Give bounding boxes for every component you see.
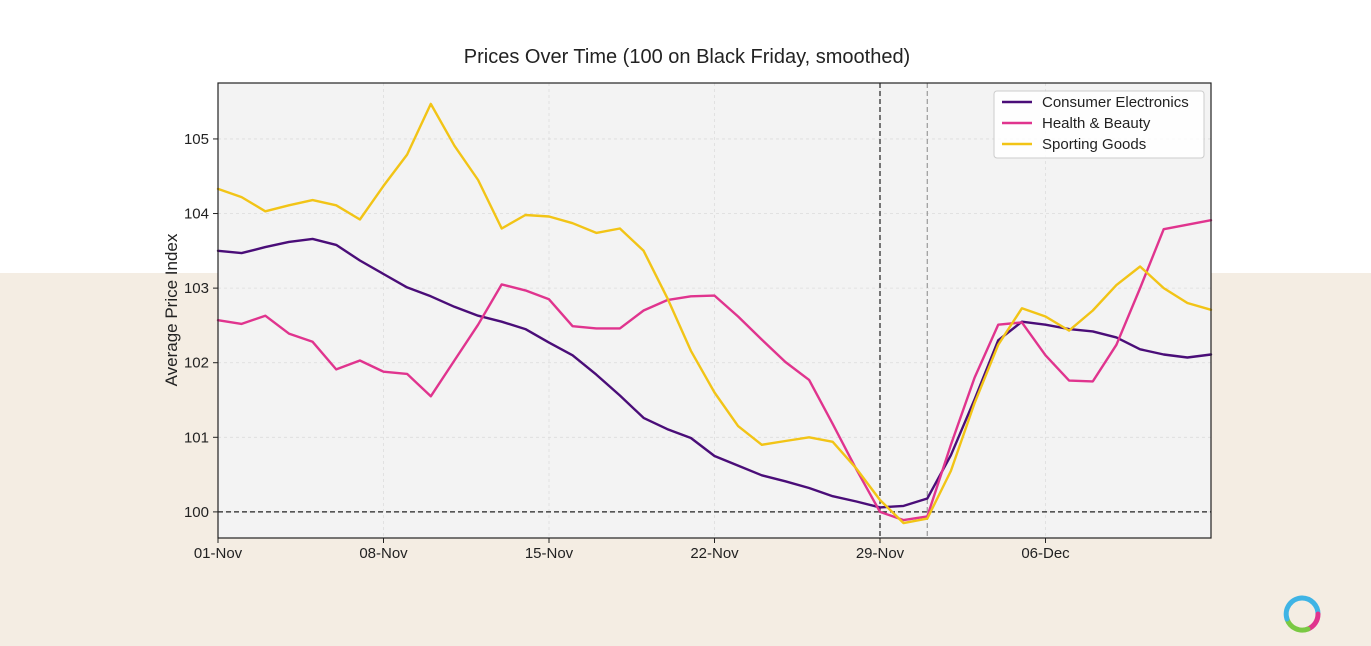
x-tick-label: 01-Nov (194, 545, 243, 562)
y-tick-label: 100 (184, 504, 209, 521)
y-tick-label: 102 (184, 355, 209, 372)
legend-box (993, 90, 1205, 159)
legend-label: Consumer Electronics (1042, 94, 1189, 111)
legend-label: Health & Beauty (1042, 115, 1151, 132)
x-tick-label: 22-Nov (690, 545, 739, 562)
x-axis: 01-Nov 08-Nov 15-Nov 22-Nov 29-Nov 06-Dec (194, 538, 1070, 562)
x-tick-label: 08-Nov (359, 545, 408, 562)
legend: Consumer Electronics Health & Beauty Sport… (993, 90, 1205, 159)
reference-lines (218, 83, 1211, 538)
series-lines (216, 102, 1213, 525)
legend-label: Sporting Goods (1042, 136, 1146, 153)
series-line-sporting-goods (216, 102, 1213, 525)
series-line-health-beauty (216, 218, 1213, 522)
brand-logo-icon (1283, 595, 1321, 633)
chart-title: Prices Over Time (100 on Black Friday, s… (464, 46, 910, 68)
y-axis: 100 101 102 103 104 105 (184, 131, 218, 521)
y-tick-label: 103 (184, 280, 209, 297)
x-tick-label: 29-Nov (856, 545, 905, 562)
x-tick-label: 15-Nov (525, 545, 574, 562)
y-axis-label: Average Price Index (162, 233, 181, 386)
y-tick-label: 104 (184, 206, 209, 223)
x-tick-label: 06-Dec (1021, 545, 1070, 562)
y-tick-label: 105 (184, 131, 209, 148)
series-line-consumer-electronics (216, 237, 1213, 509)
y-tick-label: 101 (184, 429, 209, 446)
